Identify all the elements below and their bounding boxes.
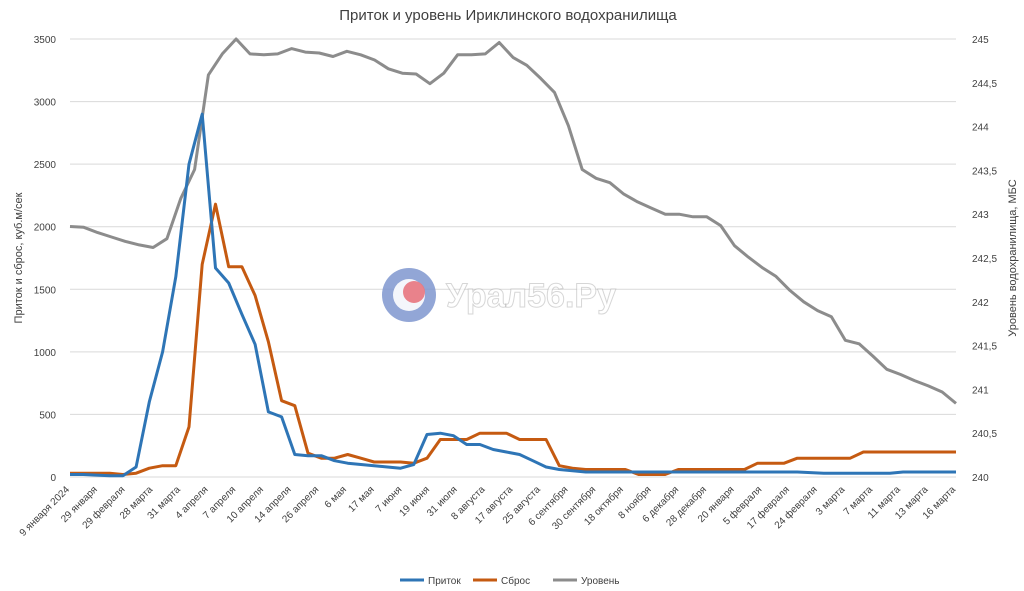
series-line-3 [69,37,957,405]
y2-tick-label: 240,5 [972,429,997,440]
y-tick-label: 500 [39,410,56,421]
series-line-2 [70,202,956,476]
y2-axis-title: Уровень водохранилища, МБС [1007,179,1019,336]
y-tick-label: 1000 [34,348,57,359]
y-tick-label: 3000 [34,98,57,109]
y2-tick-label: 243,5 [972,166,997,177]
y-axis-ticks: 0 500 1000 1500 2000 2500 3000 3500 [34,35,57,484]
series-lines [69,37,957,478]
y2-tick-label: 245 [972,35,989,46]
x-tick-label: 17 мая [346,484,376,514]
legend-label: Уровень [581,576,620,587]
y2-tick-label: 241,5 [972,342,997,353]
y-tick-label: 2500 [34,160,57,171]
y-tick-label: 0 [50,473,56,484]
y2-tick-label: 243 [972,210,989,221]
y2-tick-label: 244 [972,123,989,134]
y2-axis-ticks: 240 240,5 241 241,5 242 242,5 243 243,5 244 244,5… [972,35,997,484]
y2-tick-label: 242,5 [972,254,997,265]
watermark-logo-dot [403,281,425,303]
y-tick-label: 3500 [34,35,57,46]
y-tick-label: 2000 [34,223,57,234]
series-line-1 [70,112,956,478]
chart-title: Приток и уровень Ириклинского водохранил… [339,7,677,24]
y2-tick-label: 242 [972,298,989,309]
x-tick-label: 3 марта [814,484,848,518]
watermark: Урал56.Ру [382,268,617,322]
y-tick-label: 1500 [34,285,57,296]
y-axis-title: Приток и сброс, куб.м/сек [13,192,25,323]
legend-label: Сброс [501,575,530,587]
y2-tick-label: 241 [972,385,989,396]
legend-label: Приток [428,576,461,587]
watermark-text: Урал56.Ру [446,277,616,315]
gridlines [70,38,956,478]
legend: Приток Сброс Уровень [400,575,620,587]
y2-tick-label: 244,5 [972,79,997,90]
y2-tick-label: 240 [972,473,989,484]
x-tick-label: 6 мая [323,484,349,510]
